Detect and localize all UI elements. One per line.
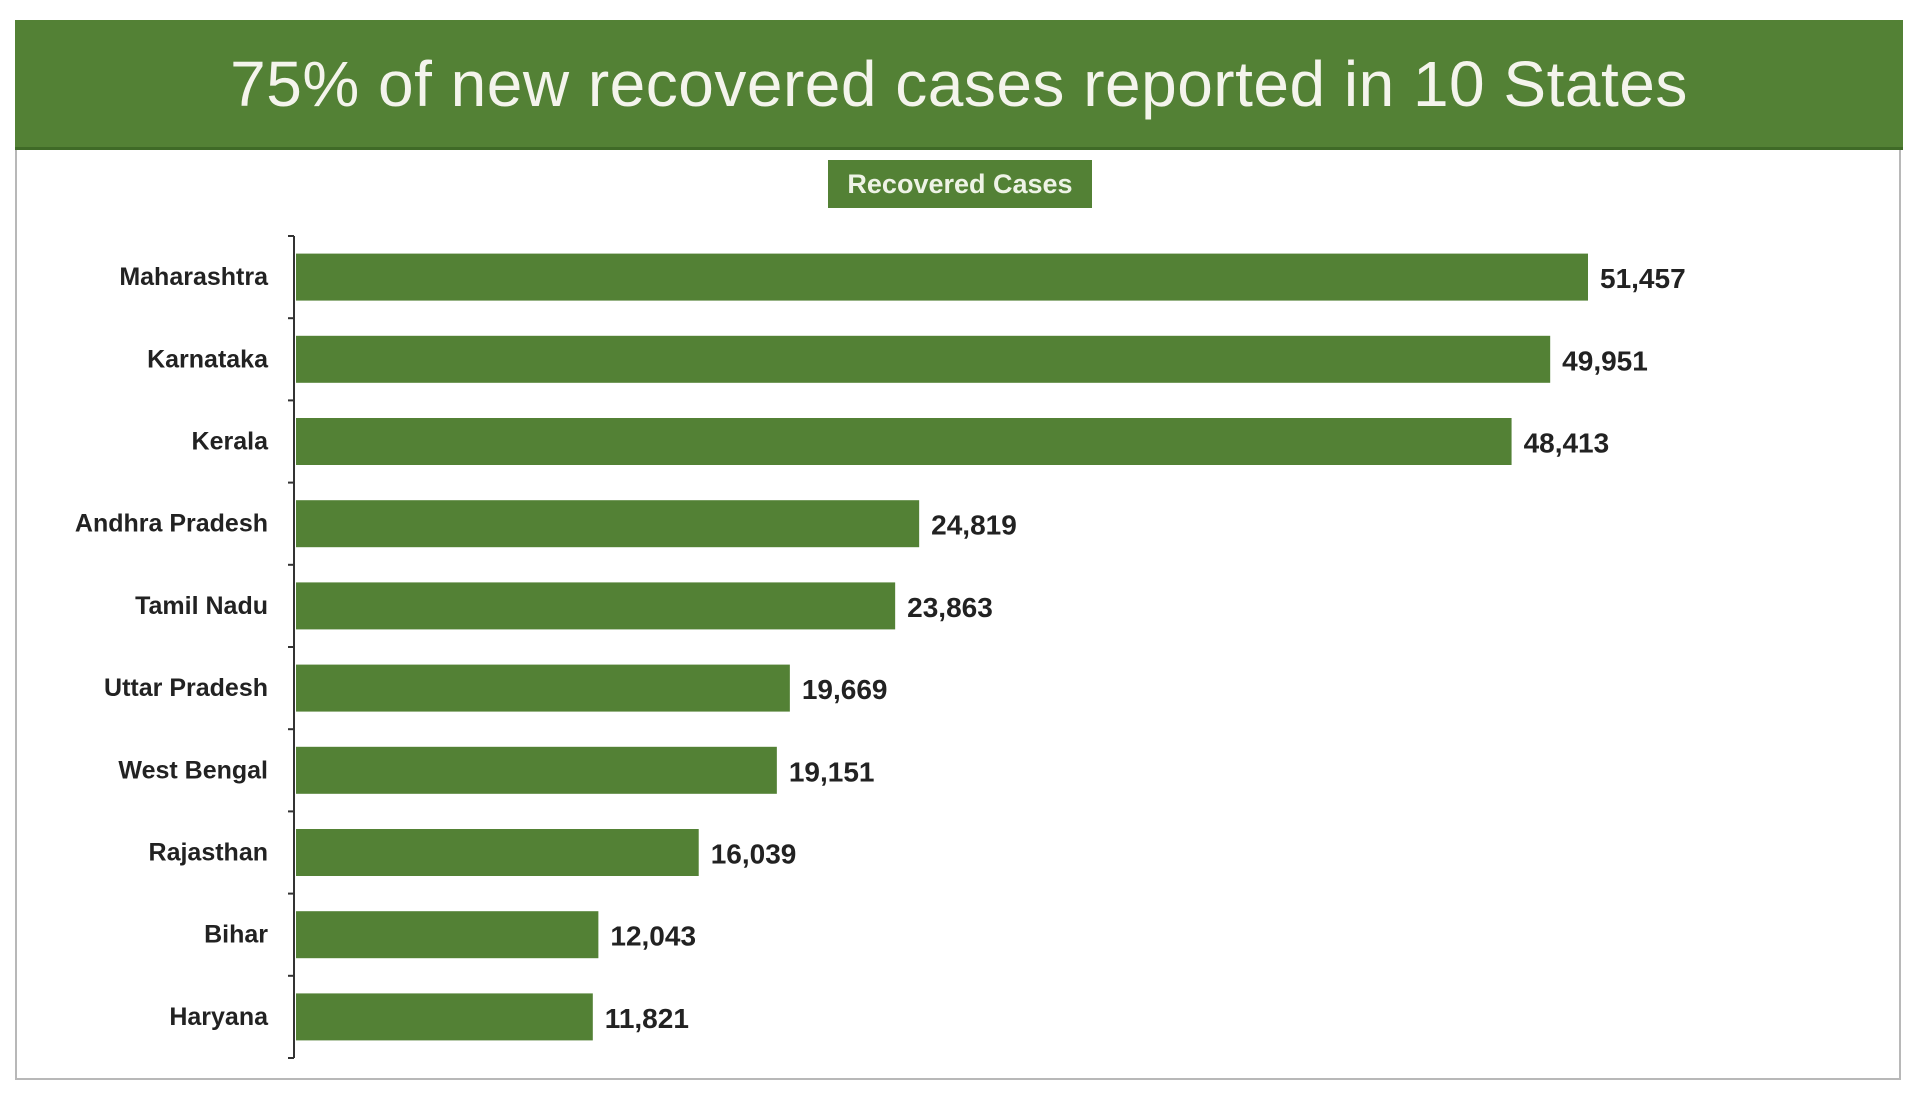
- legend-label: Recovered Cases: [828, 160, 1092, 208]
- bar: [296, 418, 1512, 465]
- category-label: Maharashtra: [119, 263, 269, 291]
- data-label: 16,039: [711, 839, 797, 870]
- data-label: 49,951: [1562, 345, 1648, 376]
- category-label: Uttar Pradesh: [104, 674, 268, 702]
- bar: [296, 500, 920, 548]
- category-label: Haryana: [169, 1003, 269, 1031]
- title-banner: 75% of new recovered cases reported in 1…: [15, 20, 1903, 150]
- bar: [296, 253, 1588, 301]
- category-label: Rajasthan: [149, 839, 268, 867]
- bar: [296, 911, 599, 959]
- chart-title: 75% of new recovered cases reported in 1…: [230, 47, 1688, 120]
- bar: [296, 993, 593, 1041]
- data-label: 24,819: [931, 510, 1017, 541]
- data-label: 11,821: [605, 1003, 689, 1034]
- bar: [296, 582, 896, 630]
- data-label: 12,043: [610, 921, 696, 952]
- bar: [296, 829, 699, 876]
- category-label: Bihar: [204, 921, 268, 949]
- category-label: Karnataka: [147, 345, 269, 373]
- data-label: 23,863: [907, 592, 993, 623]
- category-label: Andhra Pradesh: [75, 510, 268, 538]
- category-label: Tamil Nadu: [135, 592, 268, 620]
- data-label: 19,669: [802, 674, 888, 705]
- data-label: 48,413: [1524, 428, 1610, 459]
- data-label: 51,457: [1600, 263, 1686, 294]
- category-label: West Bengal: [118, 756, 268, 784]
- data-label: 19,151: [789, 756, 875, 787]
- bar: [296, 746, 777, 794]
- bar: [296, 335, 1551, 383]
- bar: [296, 664, 790, 712]
- category-label: Kerala: [192, 428, 270, 456]
